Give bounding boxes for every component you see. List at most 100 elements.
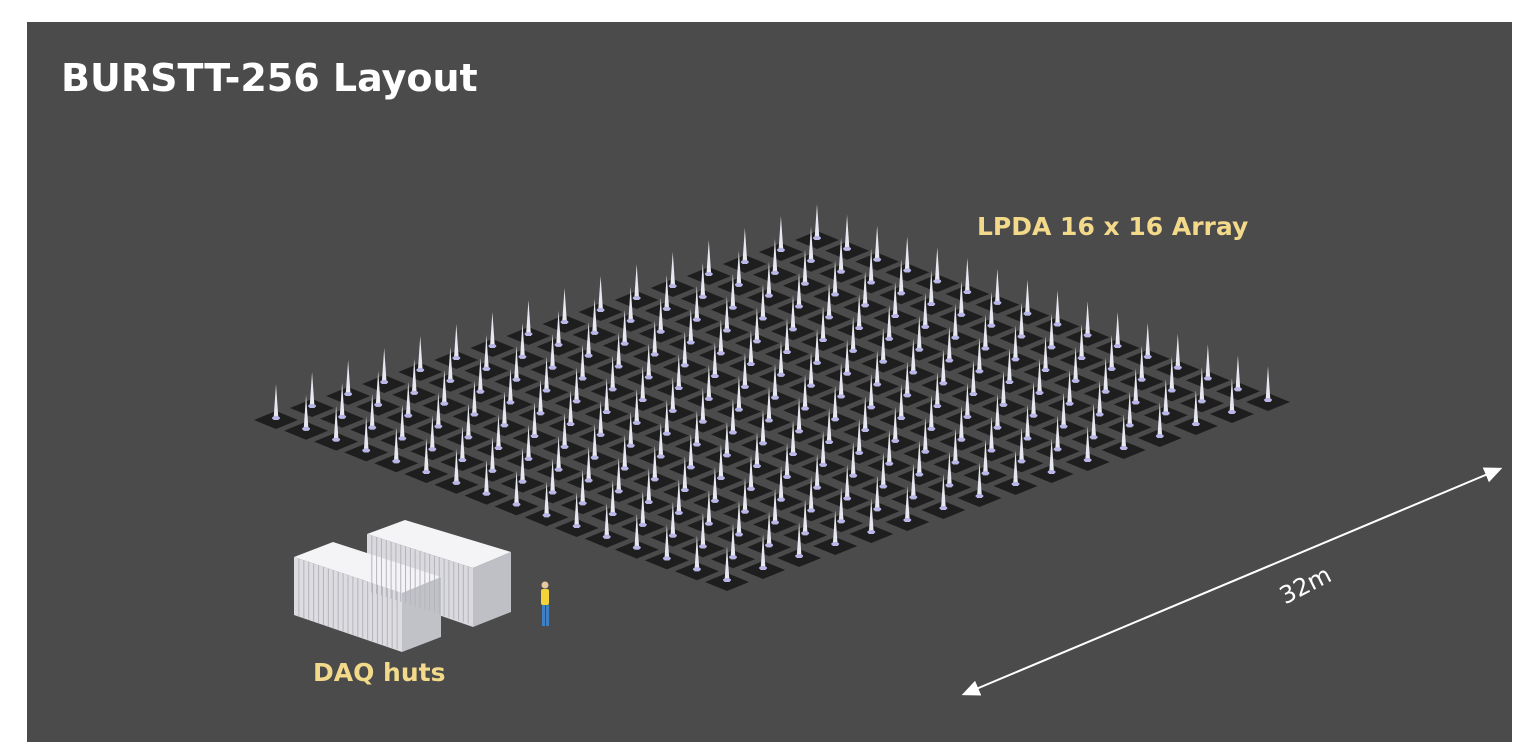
antenna-feed — [813, 236, 821, 240]
antenna-mast — [1115, 312, 1121, 348]
lpda-antenna — [362, 348, 407, 393]
antenna-feed — [831, 292, 840, 297]
antenna-feed — [795, 429, 804, 434]
lpda-antenna — [843, 271, 888, 317]
lpda-antenna — [602, 309, 647, 355]
lpda-antenna — [440, 426, 485, 471]
lpda-antenna — [380, 404, 425, 450]
antenna-mast — [916, 440, 922, 477]
antenna-mast — [1121, 414, 1127, 450]
lpda-antenna — [891, 338, 936, 384]
lpda-antenna — [446, 403, 491, 449]
lpda-antenna — [951, 360, 996, 405]
antenna-feed — [560, 444, 569, 449]
lpda-antenna — [825, 214, 870, 260]
antenna-feed — [578, 376, 587, 381]
lpda-antenna — [524, 356, 569, 402]
antenna-feed — [765, 543, 774, 548]
antenna-feed — [885, 461, 894, 466]
antenna-mast — [1091, 403, 1097, 440]
lpda-antenna — [686, 364, 731, 410]
lpda-antenna — [801, 430, 846, 476]
antenna-feed — [638, 522, 647, 527]
array-label: LPDA 16 x 16 Array — [977, 212, 1249, 241]
antenna-feed — [584, 353, 593, 358]
antenna-mast — [940, 474, 946, 510]
antenna-feed — [548, 490, 557, 495]
lpda-antenna — [314, 405, 359, 451]
lpda-antenna — [915, 247, 960, 293]
lpda-antenna — [572, 423, 617, 469]
diagram-title: BURSTT-256 Layout — [61, 56, 478, 100]
antenna-mast — [604, 378, 610, 414]
antenna-feed — [801, 281, 809, 286]
antenna-mast — [453, 324, 459, 360]
antenna-feed — [668, 284, 677, 288]
antenna-feed — [734, 407, 743, 412]
antenna-mast — [574, 492, 580, 528]
lpda-antenna — [813, 385, 858, 431]
lpda-antenna — [777, 397, 822, 443]
lpda-antenna — [759, 465, 804, 511]
antenna-feed — [843, 246, 852, 251]
antenna-mast — [363, 416, 369, 453]
antenna-mast — [802, 499, 808, 536]
antenna-feed — [783, 474, 792, 479]
antenna-mast — [640, 490, 646, 527]
lpda-antenna — [1137, 402, 1182, 447]
antenna-feed — [584, 478, 593, 483]
lpda-antenna — [680, 262, 725, 308]
antenna-feed — [542, 388, 551, 393]
antenna-feed — [422, 470, 431, 474]
lpda-antenna — [1089, 334, 1134, 380]
antenna-mast — [1157, 402, 1163, 438]
antenna-feed — [945, 358, 954, 363]
antenna-mast — [1175, 333, 1181, 370]
lpda-antenna — [753, 363, 797, 409]
antenna-feed — [891, 314, 900, 318]
lpda-antenna — [1107, 391, 1152, 437]
antenna-mast — [393, 427, 399, 464]
antenna-feed — [746, 362, 755, 366]
antenna-mast — [525, 300, 531, 336]
lpda-antenna — [716, 375, 761, 421]
antenna-mast — [1055, 415, 1061, 452]
antenna-mast — [1085, 426, 1091, 462]
antenna-mast — [1265, 366, 1271, 402]
antenna-mast — [664, 274, 670, 311]
antenna-feed — [722, 328, 731, 333]
lpda-antenna — [350, 393, 395, 439]
daq-huts-label: DAQ huts — [313, 658, 446, 687]
lpda-antenna — [795, 453, 840, 499]
antenna-feed — [620, 341, 629, 346]
antenna-feed — [650, 477, 659, 482]
lpda-antenna — [1005, 404, 1050, 450]
antenna-feed — [458, 458, 467, 462]
antenna-mast — [670, 376, 676, 413]
lpda-antenna — [632, 320, 677, 366]
antenna-mast — [1025, 404, 1031, 441]
antenna-mast — [802, 249, 808, 286]
antenna-mast — [1012, 325, 1018, 362]
antenna-mast — [634, 264, 640, 300]
antenna-mast — [736, 375, 742, 412]
antenna-mast — [838, 362, 844, 399]
lpda-antenna — [807, 408, 852, 453]
lpda-antenna — [530, 458, 575, 504]
lpda-antenna — [596, 457, 641, 503]
lpda-antenna — [855, 350, 900, 396]
antenna-feed — [452, 480, 461, 485]
antenna-mast — [1031, 381, 1037, 418]
antenna-mast — [622, 434, 628, 471]
lpda-antenna — [686, 489, 731, 535]
antenna-mast — [844, 464, 850, 501]
antenna-mast — [724, 546, 730, 582]
antenna-mast — [718, 319, 724, 356]
antenna-mast — [273, 384, 279, 420]
antenna-feed — [374, 402, 383, 407]
lpda-antenna — [662, 456, 707, 501]
antenna-feed — [837, 519, 846, 524]
antenna-mast — [910, 463, 916, 500]
lpda-antenna — [879, 384, 924, 429]
antenna-mast — [1019, 427, 1025, 464]
